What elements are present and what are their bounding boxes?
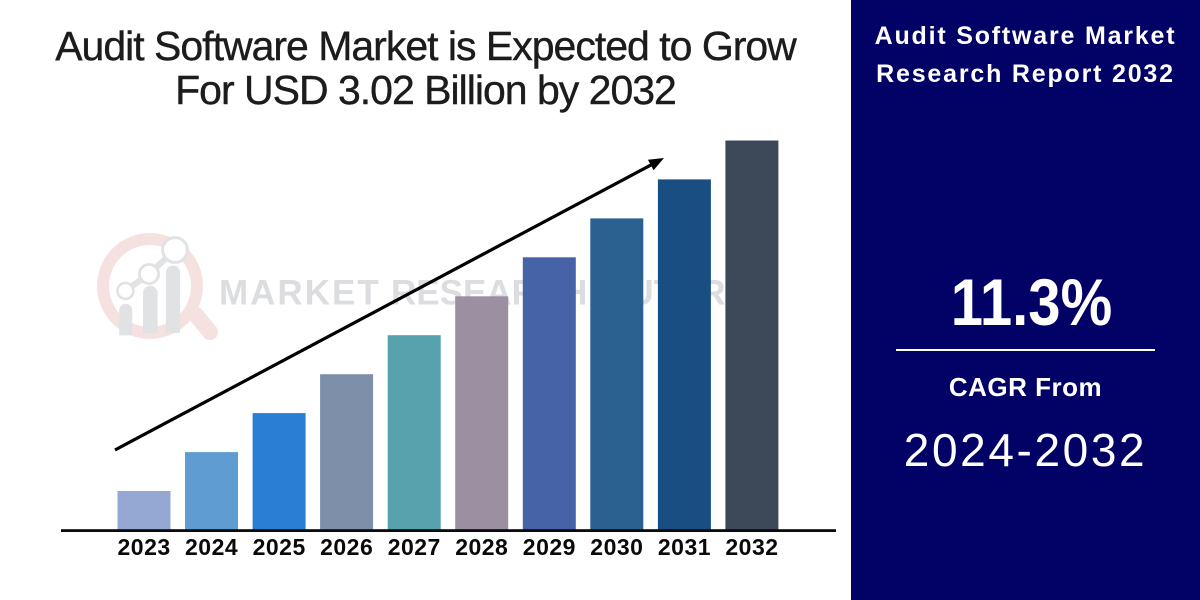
svg-text:MARKET: MARKET (219, 274, 381, 313)
